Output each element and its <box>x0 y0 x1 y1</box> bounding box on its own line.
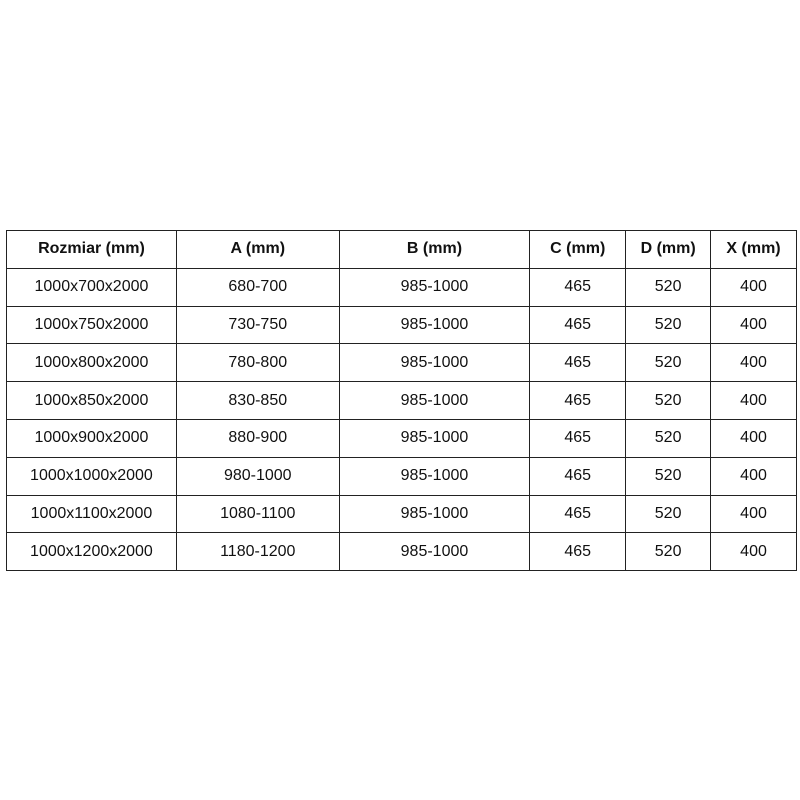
table-cell: 465 <box>529 305 627 345</box>
table-cell: 465 <box>529 532 627 572</box>
table-cell: 520 <box>625 418 712 458</box>
table-cell: 465 <box>529 494 627 534</box>
table-cell: 880-900 <box>175 418 340 458</box>
table-cell: 520 <box>625 532 712 572</box>
table-cell: 1180-1200 <box>175 532 340 572</box>
table-cell: 1000x850x2000 <box>6 381 177 420</box>
table-cell: 400 <box>710 418 797 458</box>
table-cell: 985-1000 <box>338 305 531 345</box>
table-cell: 520 <box>625 456 712 496</box>
table-cell: 1000x1000x2000 <box>6 456 177 496</box>
table-cell: 1000x750x2000 <box>6 305 177 345</box>
table-cell: 465 <box>529 267 627 307</box>
table-cell: 400 <box>710 456 797 496</box>
table-cell: 830-850 <box>175 381 340 420</box>
table-cell: 465 <box>529 418 627 458</box>
table-cell: 980-1000 <box>175 456 340 496</box>
table-row: 1000x850x2000 830-850 985-1000 465 520 400 <box>6 381 797 420</box>
table-cell: 1000x1100x2000 <box>6 494 177 534</box>
table-cell: 1000x700x2000 <box>6 267 177 307</box>
column-header: D (mm) <box>625 230 712 269</box>
table-row: 1000x700x2000 680-700 985-1000 465 520 400 <box>6 267 797 307</box>
table-cell: 520 <box>625 267 712 307</box>
table-cell: 1000x800x2000 <box>6 343 177 383</box>
table-row: 1000x750x2000 730-750 985-1000 465 520 400 <box>6 305 797 345</box>
table-cell: 985-1000 <box>338 343 531 383</box>
table-row: 1000x800x2000 780-800 985-1000 465 520 400 <box>6 343 797 383</box>
table-cell: 465 <box>529 456 627 496</box>
dimensions-table: Rozmiar (mm) A (mm) B (mm) C (mm) D (mm) X (m… <box>6 230 797 572</box>
column-header: B (mm) <box>338 230 531 269</box>
table-cell: 1000x900x2000 <box>6 418 177 458</box>
table-cell: 400 <box>710 343 797 383</box>
table-cell: 985-1000 <box>338 267 531 307</box>
table-cell: 400 <box>710 267 797 307</box>
column-header: Rozmiar (mm) <box>6 230 177 269</box>
table-cell: 520 <box>625 305 712 345</box>
table-row: 1000x900x2000 880-900 985-1000 465 520 400 <box>6 418 797 458</box>
table-cell: 985-1000 <box>338 381 531 420</box>
table-cell: 1080-1100 <box>175 494 340 534</box>
table-cell: 520 <box>625 494 712 534</box>
column-header: C (mm) <box>529 230 627 269</box>
table-cell: 400 <box>710 532 797 572</box>
table-cell: 465 <box>529 381 627 420</box>
table-cell: 985-1000 <box>338 532 531 572</box>
header-row: Rozmiar (mm) A (mm) B (mm) C (mm) D (mm) X (m… <box>6 230 797 269</box>
table-cell: 985-1000 <box>338 418 531 458</box>
table-cell: 730-750 <box>175 305 340 345</box>
table-row: 1000x1200x2000 1180-1200 985-1000 465 520 400 <box>6 532 797 572</box>
table-cell: 985-1000 <box>338 494 531 534</box>
table-cell: 520 <box>625 381 712 420</box>
column-header: A (mm) <box>175 230 340 269</box>
table-cell: 400 <box>710 381 797 420</box>
table-cell: 985-1000 <box>338 456 531 496</box>
table-row: 1000x1000x2000 980-1000 985-1000 465 520 400 <box>6 456 797 496</box>
column-header: X (mm) <box>710 230 797 269</box>
table-cell: 780-800 <box>175 343 340 383</box>
table-row: 1000x1100x2000 1080-1100 985-1000 465 520 400 <box>6 494 797 534</box>
table-cell: 465 <box>529 343 627 383</box>
table-cell: 1000x1200x2000 <box>6 532 177 572</box>
table-cell: 680-700 <box>175 267 340 307</box>
table-cell: 520 <box>625 343 712 383</box>
table-cell: 400 <box>710 305 797 345</box>
table-cell: 400 <box>710 494 797 534</box>
